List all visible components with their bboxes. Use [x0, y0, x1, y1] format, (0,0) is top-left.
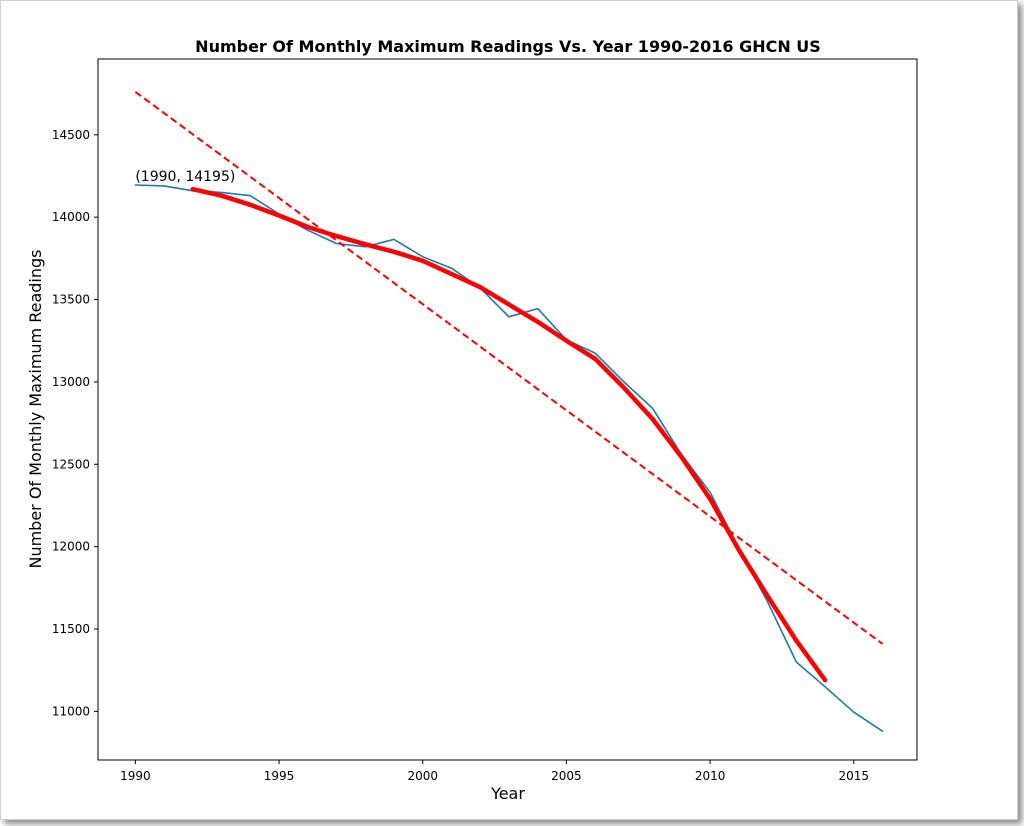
series-layer [134, 91, 884, 733]
x-tick-label: 1990 [120, 769, 151, 783]
x-tick-label: 1995 [264, 769, 295, 783]
x-axis: 1990 1995 2000 2005 2010 2015 [120, 760, 869, 783]
y-tick-label: 14000 [52, 210, 90, 224]
y-tick-label: 11000 [52, 704, 90, 718]
y-tick-label: 13500 [52, 293, 90, 307]
y-tick-label: 12000 [52, 540, 90, 554]
x-tick-label: 2005 [551, 769, 582, 783]
y-tick-label: 13000 [52, 375, 90, 389]
x-tick-label: 2000 [407, 769, 438, 783]
annotation-layer: (1990, 14195) [135, 169, 235, 185]
linear-fit-dashed-line [134, 91, 884, 645]
plot-area [97, 58, 918, 761]
y-axis: 11000 11500 12000 12500 13000 13500 14000 14500 [52, 128, 98, 718]
y-tick-label: 11500 [52, 622, 90, 636]
point-annotation: (1990, 14195) [135, 169, 235, 185]
y-tick-label: 12500 [52, 457, 90, 471]
chart-title: Number Of Monthly Maximum Readings Vs. Y… [195, 37, 821, 56]
y-axis-title: Number Of Monthly Maximum Readings [26, 249, 45, 568]
x-tick-label: 2015 [839, 769, 870, 783]
x-axis-title: Year [490, 784, 525, 803]
x-tick-label: 2010 [695, 769, 726, 783]
smoothed-trend-line [190, 186, 828, 683]
y-tick-label: 14500 [52, 128, 90, 142]
